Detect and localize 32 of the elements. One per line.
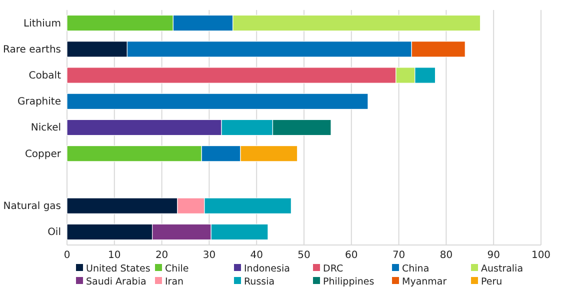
x-tick-label: 40 <box>250 250 263 262</box>
y-tick-label: Cobalt <box>28 70 62 82</box>
legend-label: Saudi Arabia <box>86 276 146 288</box>
bar <box>66 93 368 110</box>
y-tick-label: Rare earths <box>3 44 61 56</box>
x-tick-label: 0 <box>64 250 70 262</box>
x-tick-label: 90 <box>487 250 500 262</box>
legend-label: Chile <box>165 263 189 274</box>
x-tick-label: 10 <box>108 250 121 262</box>
x-tick-label: 30 <box>202 250 216 262</box>
legend-label: Myanmar <box>402 276 447 288</box>
x-tick-label: 20 <box>155 250 168 262</box>
x-tick-label: 70 <box>392 250 406 262</box>
legend-label: China <box>402 263 430 274</box>
legend-label: Iran <box>165 276 184 288</box>
legend-label: United States <box>86 263 150 274</box>
x-tick-label: 100 <box>531 250 551 262</box>
legend-label: Peru <box>481 276 502 288</box>
x-tick-label: 50 <box>298 250 310 262</box>
y-tick-label: Copper <box>24 148 62 160</box>
x-tick-label: 60 <box>345 250 358 262</box>
y-tick-label: Lithium <box>24 18 61 30</box>
x-tick-label: 80 <box>440 250 453 262</box>
legend-label: Indonesia <box>244 263 290 274</box>
y-tick-label: Nickel <box>30 122 61 134</box>
legend-label: Philippines <box>323 276 374 288</box>
y-tick-label: Oil <box>48 227 61 238</box>
legend-label: Australia <box>481 263 524 274</box>
y-tick-label: Graphite <box>17 96 61 108</box>
y-tick-label: Natural gas <box>3 201 61 212</box>
legend-label: DRC <box>323 263 344 274</box>
legend-label: Russia <box>244 276 275 288</box>
